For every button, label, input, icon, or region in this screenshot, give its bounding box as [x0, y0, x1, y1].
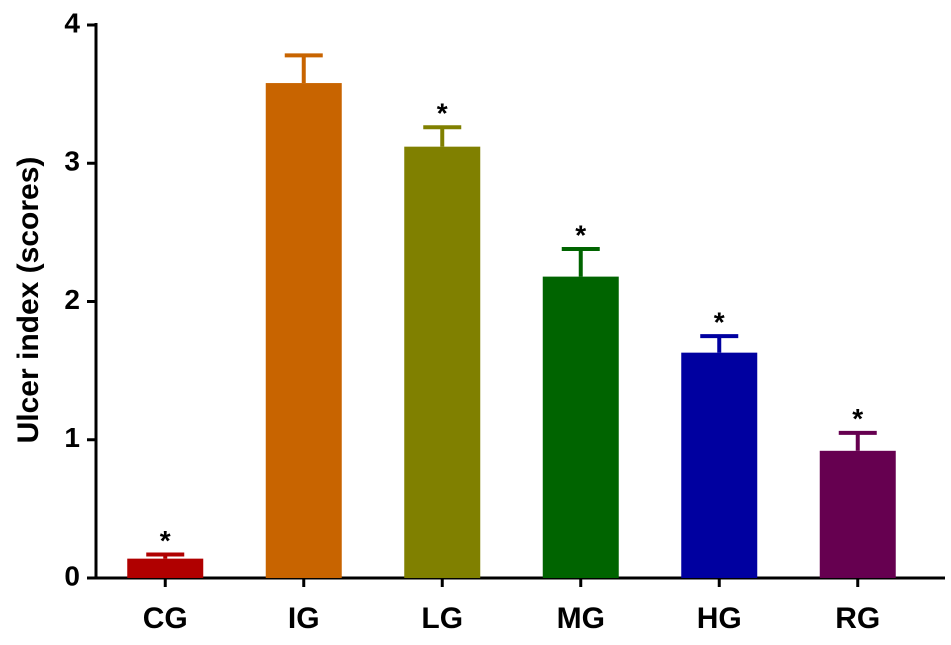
significance-label: *	[437, 98, 448, 129]
bar	[542, 276, 619, 578]
y-tick-label: 2	[64, 284, 80, 315]
y-tick-label: 0	[64, 560, 80, 591]
significance-label: *	[852, 403, 863, 434]
x-tick-label: MG	[557, 602, 605, 635]
significance-label: *	[575, 219, 586, 250]
bar	[681, 352, 758, 578]
y-axis-label: Ulcer index (scores)	[12, 157, 45, 444]
bar	[404, 146, 481, 578]
x-tick-label: IG	[288, 602, 320, 635]
y-tick-label: 3	[64, 146, 80, 177]
bar	[819, 450, 896, 578]
significance-label: *	[714, 306, 725, 337]
bar	[265, 83, 342, 578]
x-tick-label: LG	[421, 602, 463, 635]
significance-label: *	[160, 525, 171, 556]
x-tick-label: CG	[143, 602, 188, 635]
y-tick-label: 4	[64, 7, 80, 38]
x-tick-label: RG	[835, 602, 880, 635]
y-tick-label: 1	[64, 422, 80, 453]
x-tick-label: HG	[697, 602, 742, 635]
bar	[127, 558, 204, 578]
